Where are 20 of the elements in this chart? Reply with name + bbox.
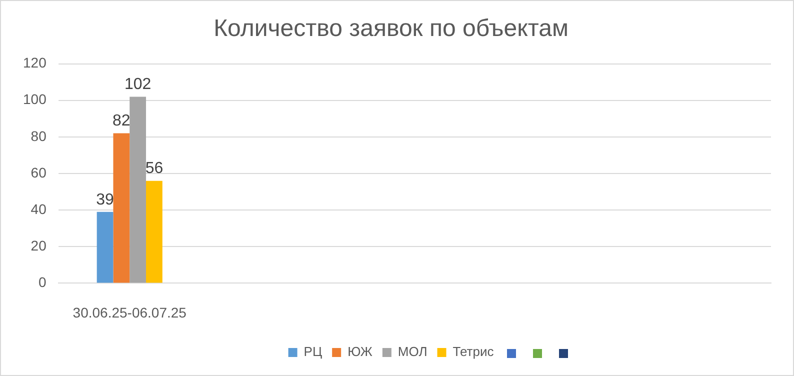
- x-tick-label: 30.06.25-06.07.25: [72, 304, 187, 320]
- bar: [113, 133, 130, 283]
- bar: [146, 180, 162, 283]
- bar: [130, 96, 146, 283]
- legend-label: МОЛ: [398, 344, 428, 360]
- y-tick-label: 80: [30, 128, 47, 144]
- y-tick-label: 20: [30, 237, 47, 254]
- data-label: 56: [145, 160, 164, 178]
- chart-title: Количество заявок по объектам: [214, 15, 568, 42]
- data-label: 82: [112, 112, 130, 130]
- y-tick-label: 100: [23, 91, 47, 108]
- y-tick-label: 40: [30, 200, 47, 217]
- y-tick-label: 0: [38, 274, 47, 290]
- data-label: 102: [124, 76, 152, 94]
- bar: [96, 212, 114, 283]
- legend-label: Тетрис: [452, 344, 494, 360]
- y-tick-label: 120: [23, 54, 47, 71]
- legend-label: РЦ: [304, 344, 322, 360]
- y-tick-label: 60: [30, 164, 47, 180]
- legend-label: ЮЖ: [348, 344, 372, 360]
